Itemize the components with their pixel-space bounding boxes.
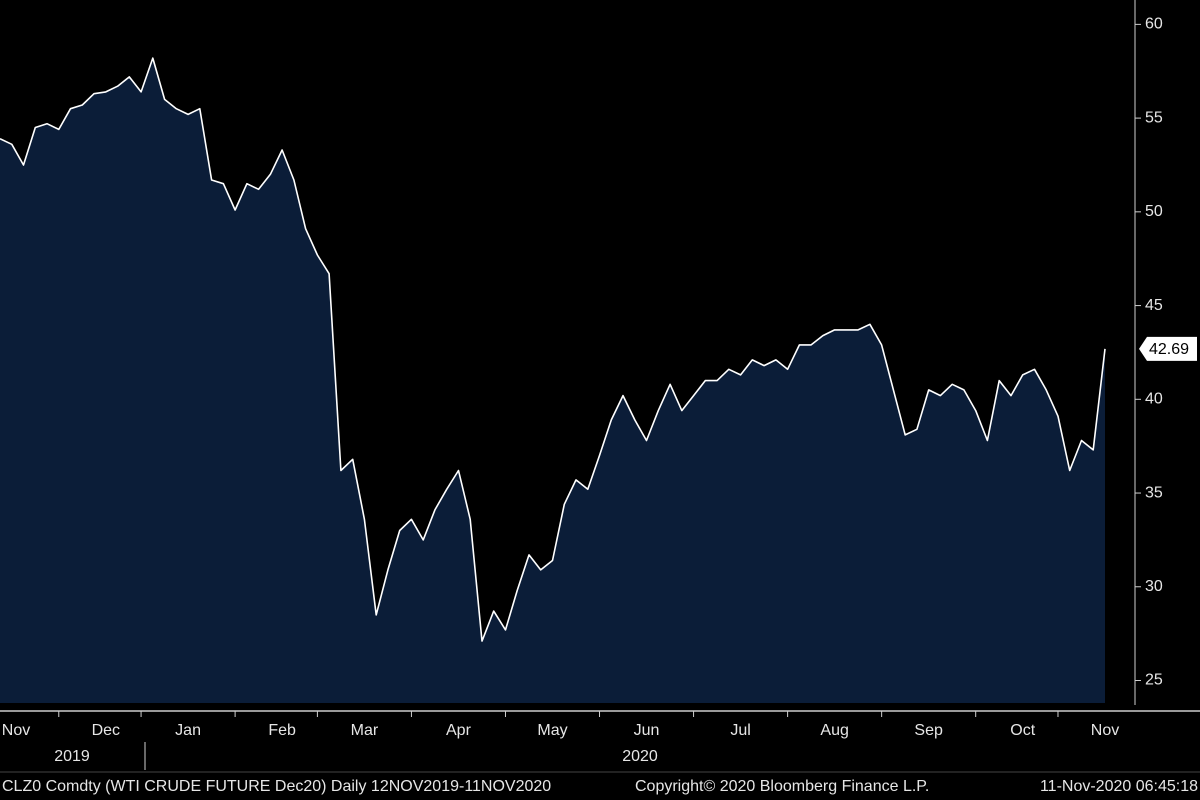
x-tick-label: Nov — [2, 722, 30, 739]
y-tick-label: 55 — [1145, 109, 1163, 126]
timestamp: 11-Nov-2020 06:45:18 — [1040, 778, 1198, 795]
x-tick-label: Dec — [92, 722, 120, 739]
y-tick-label: 30 — [1145, 578, 1163, 595]
x-tick-label: Nov — [1091, 722, 1119, 739]
x-tick-label: Feb — [268, 722, 296, 739]
x-tick-label: Oct — [1010, 722, 1035, 739]
year-label: 2019 — [54, 748, 90, 765]
y-tick-label: 60 — [1145, 16, 1163, 33]
y-tick-label: 35 — [1145, 484, 1163, 501]
x-tick-label: Mar — [351, 722, 379, 739]
x-tick-label: Sep — [914, 722, 943, 739]
y-tick-label: 25 — [1145, 672, 1163, 689]
price-line — [0, 57, 1106, 642]
x-tick-label: Jan — [175, 722, 201, 739]
y-tick-label: 45 — [1145, 297, 1163, 314]
area-fill — [0, 58, 1105, 704]
y-tick-label: 40 — [1145, 391, 1163, 408]
copyright: Copyright© 2020 Bloomberg Finance L.P. — [635, 778, 929, 795]
x-tick-label: Aug — [820, 722, 848, 739]
last-price-tag: 42.69 — [1139, 336, 1197, 361]
x-tick-label: May — [537, 722, 567, 739]
last-price-label: 42.69 — [1149, 341, 1189, 358]
last-price-box — [1139, 336, 1197, 361]
y-tick-label: 50 — [1145, 203, 1163, 220]
x-tick-label: Jul — [730, 722, 750, 739]
year-label: 2020 — [622, 748, 658, 765]
x-tick-label: Jun — [634, 722, 660, 739]
x-tick-label: Apr — [446, 722, 472, 739]
footer-text: CLZ0 Comdty (WTI CRUDE FUTURE Dec20) Dai… — [2, 778, 551, 795]
